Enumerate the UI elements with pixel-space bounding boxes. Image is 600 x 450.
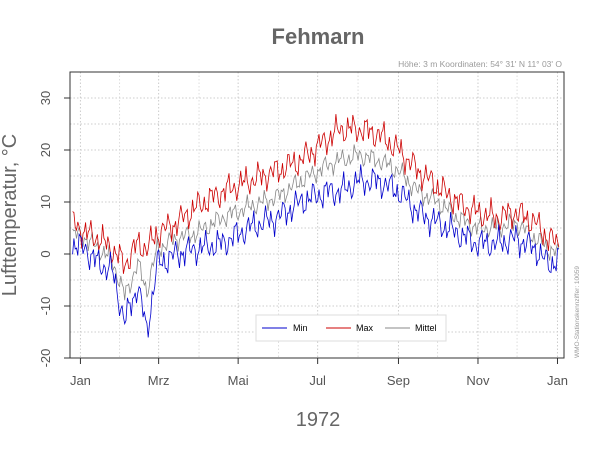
x-tick-label-6: Jan <box>547 373 568 388</box>
series-line-min <box>72 164 560 338</box>
grid-lines <box>70 71 564 359</box>
legend-mittel-label: Mittel <box>415 323 437 333</box>
y-tick-label-4: 20 <box>38 143 53 157</box>
y-tick-label-0: -20 <box>38 349 53 368</box>
y-tick-label-5: 30 <box>38 91 53 105</box>
x-axis: Jan Mrz Mai Jul Sep Nov Jan <box>70 358 568 388</box>
x-tick-label-4: Sep <box>387 373 410 388</box>
x-axis-title: 1972 <box>296 409 341 431</box>
series-line-mittel <box>72 144 560 301</box>
legend: Min Max Mittel <box>255 314 447 342</box>
x-tick-label-5: Nov <box>466 373 490 388</box>
chart-title: Fehmarn <box>272 24 365 49</box>
x-tick-label-1: Mrz <box>148 373 170 388</box>
series-line-max <box>72 114 560 274</box>
y-tick-label-2: 0 <box>38 250 53 257</box>
station-meta: Höhe: 3 m Koordinaten: 54° 31' N 11° 03'… <box>398 59 562 69</box>
x-tick-label-3: Jul <box>309 373 326 388</box>
x-tick-label-2: Mai <box>228 373 249 388</box>
station-id-note: WMO-Stationskennziffer: 10059 <box>574 266 581 358</box>
legend-max-label: Max <box>356 323 374 333</box>
y-tick-label-1: -10 <box>38 297 53 316</box>
plot-frame <box>69 71 565 359</box>
legend-min-label: Min <box>293 323 308 333</box>
series-layer <box>72 114 560 338</box>
y-axis-title: Lufttemperatur, °C <box>0 134 21 297</box>
y-axis: -20 -10 0 10 20 30 <box>38 91 70 368</box>
y-tick-label-3: 10 <box>38 195 53 209</box>
x-tick-label-0: Jan <box>70 373 91 388</box>
